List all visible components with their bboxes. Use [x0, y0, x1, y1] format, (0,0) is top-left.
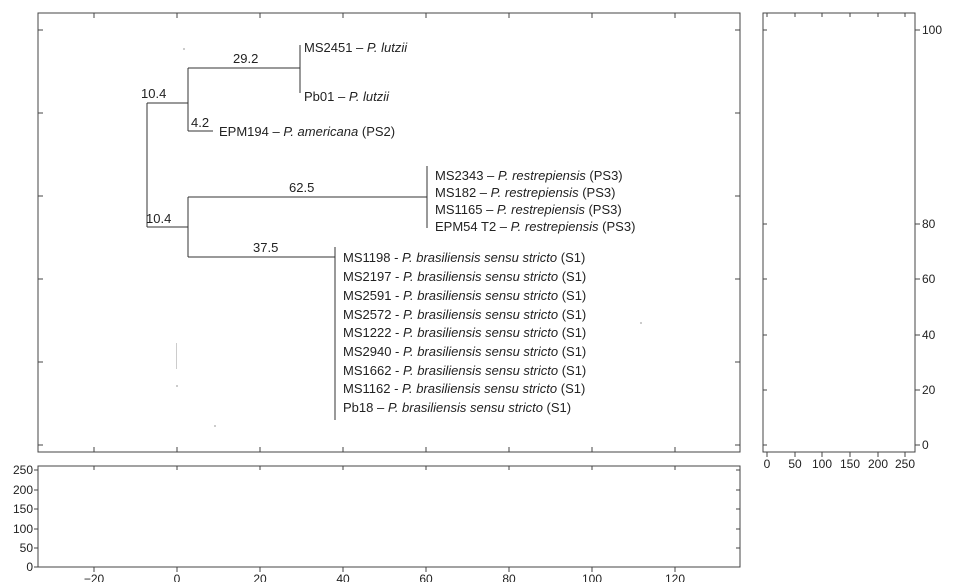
bottom-y-tick-label: 250	[13, 463, 33, 477]
leaf-label-bra3: MS2591 - P. brasiliensis sensu stricto (…	[343, 288, 586, 303]
branch-label-brasiliensis: 37.5	[253, 240, 278, 255]
right-x-tick-label: 0	[764, 457, 771, 471]
bottom-x-tick-label: 40	[336, 572, 350, 582]
leaf-label-lutz2: Pb01 – P. lutzii	[304, 89, 390, 104]
branch-label-americana: 4.2	[191, 115, 209, 130]
branch-label-lutzii: 29.2	[233, 51, 258, 66]
right-y-tick-label: 0	[922, 438, 929, 452]
leaf-label-res4: EPM54 T2 – P. restrepiensis (PS3)	[435, 219, 635, 234]
right-x-tick-label: 50	[788, 457, 802, 471]
frame-tick-marks	[34, 13, 920, 572]
bottom-x-tick-label: 60	[419, 572, 433, 582]
leaf-label-bra2: MS2197 - P. brasiliensis sensu stricto (…	[343, 269, 586, 284]
leaf-label-res2: MS182 – P. restrepiensis (PS3)	[435, 185, 615, 200]
bottom-y-tick-label: 150	[13, 502, 33, 516]
right-y-tick-label: 20	[922, 383, 936, 397]
leaf-label-res1: MS2343 – P. restrepiensis (PS3)	[435, 168, 623, 183]
tree-branches	[146, 45, 428, 420]
branch-label-root-lower: 10.4	[146, 211, 171, 226]
right-y-tick-label: 40	[922, 328, 936, 342]
bottom-y-tick-label: 0	[26, 560, 33, 574]
branch-label-restrepiensis: 62.5	[289, 180, 314, 195]
bottom-y-tick-label: 200	[13, 483, 33, 497]
right-x-tick-label: 200	[868, 457, 888, 471]
bottom-x-tick-label: 100	[582, 572, 602, 582]
right-x-tick-label: 150	[840, 457, 860, 471]
bottom-x-tick-label: 20	[253, 572, 267, 582]
leaf-label-amer: EPM194 – P. americana (PS2)	[219, 124, 395, 139]
main-panel-frame	[37, 12, 741, 453]
right-y-tick-label: 60	[922, 272, 936, 286]
leaf-label-lutz1: MS2451 – P. lutzii	[304, 40, 408, 55]
right-x-tick-label: 100	[812, 457, 832, 471]
leaf-label-bra7: MS1662 - P. brasiliensis sensu stricto (…	[343, 363, 586, 378]
leaf-label-bra5: MS1222 - P. brasiliensis sensu stricto (…	[343, 325, 586, 340]
leaf-label-bra8: MS1162 - P. brasiliensis sensu stricto (…	[343, 381, 585, 396]
bottom-x-tick-label: −20	[84, 572, 105, 582]
branch-labels: 10.4 29.2 4.2 10.4 62.5 37.5	[141, 51, 314, 255]
right-panel-frame	[762, 12, 916, 453]
leaf-label-bra6: MS2940 - P. brasiliensis sensu stricto (…	[343, 344, 586, 359]
bottom-y-tick-label: 100	[13, 522, 33, 536]
leaf-label-res3: MS1165 – P. restrepiensis (PS3)	[435, 202, 622, 217]
bottom-x-tick-label: 120	[665, 572, 685, 582]
leaf-labels: MS2451 – P. lutzii Pb01 – P. lutzii EPM194…	[219, 40, 635, 415]
leaf-label-bra1: MS1198 - P. brasiliensis sensu stricto (…	[343, 250, 585, 265]
background-specks	[176, 48, 642, 427]
bottom-x-tick-label: 0	[174, 572, 181, 582]
leaf-label-bra4: MS2572 - P. brasiliensis sensu stricto (…	[343, 307, 586, 322]
leaf-label-bra9: Pb18 – P. brasiliensis sensu stricto (S1…	[343, 400, 571, 415]
right-x-tick-label: 250	[895, 457, 915, 471]
right-y-tick-label: 100	[922, 23, 942, 37]
bottom-panel-frame	[37, 465, 741, 568]
right-y-tick-label: 80	[922, 217, 936, 231]
branch-label-root-upper: 10.4	[141, 86, 166, 101]
bottom-x-tick-label: 80	[502, 572, 516, 582]
bottom-y-tick-label: 50	[20, 541, 34, 555]
